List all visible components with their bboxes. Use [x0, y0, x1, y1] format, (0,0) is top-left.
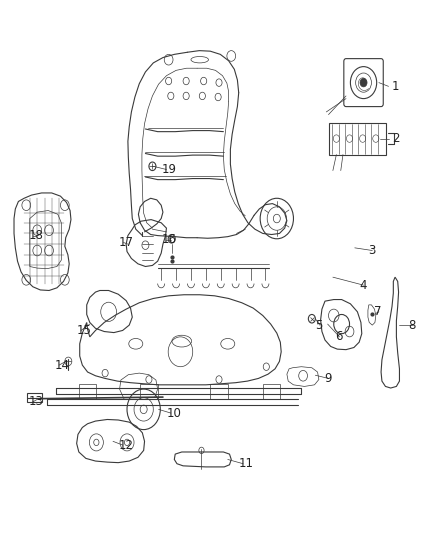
Text: 9: 9	[324, 372, 332, 385]
Text: 7: 7	[374, 305, 382, 318]
Bar	[140, 384, 158, 399]
Text: 19: 19	[162, 163, 177, 176]
Text: 6: 6	[335, 330, 343, 343]
Bar	[263, 384, 280, 399]
Bar	[27, 393, 42, 402]
Text: 13: 13	[28, 395, 43, 408]
Bar	[210, 384, 228, 399]
Text: 11: 11	[239, 457, 254, 470]
Text: 10: 10	[166, 407, 181, 419]
Text: 18: 18	[28, 229, 43, 242]
Text: 15: 15	[77, 324, 92, 337]
Text: 14: 14	[55, 359, 70, 372]
Text: 2: 2	[392, 132, 399, 145]
Text: 4: 4	[359, 279, 367, 292]
Text: 8: 8	[409, 319, 416, 332]
Text: 17: 17	[119, 236, 134, 249]
Bar	[79, 384, 96, 399]
Text: 16: 16	[162, 233, 177, 246]
Circle shape	[360, 78, 367, 87]
Text: 3: 3	[368, 244, 375, 257]
Text: 12: 12	[118, 439, 133, 451]
Text: 5: 5	[315, 319, 323, 332]
Text: 1: 1	[392, 80, 399, 93]
